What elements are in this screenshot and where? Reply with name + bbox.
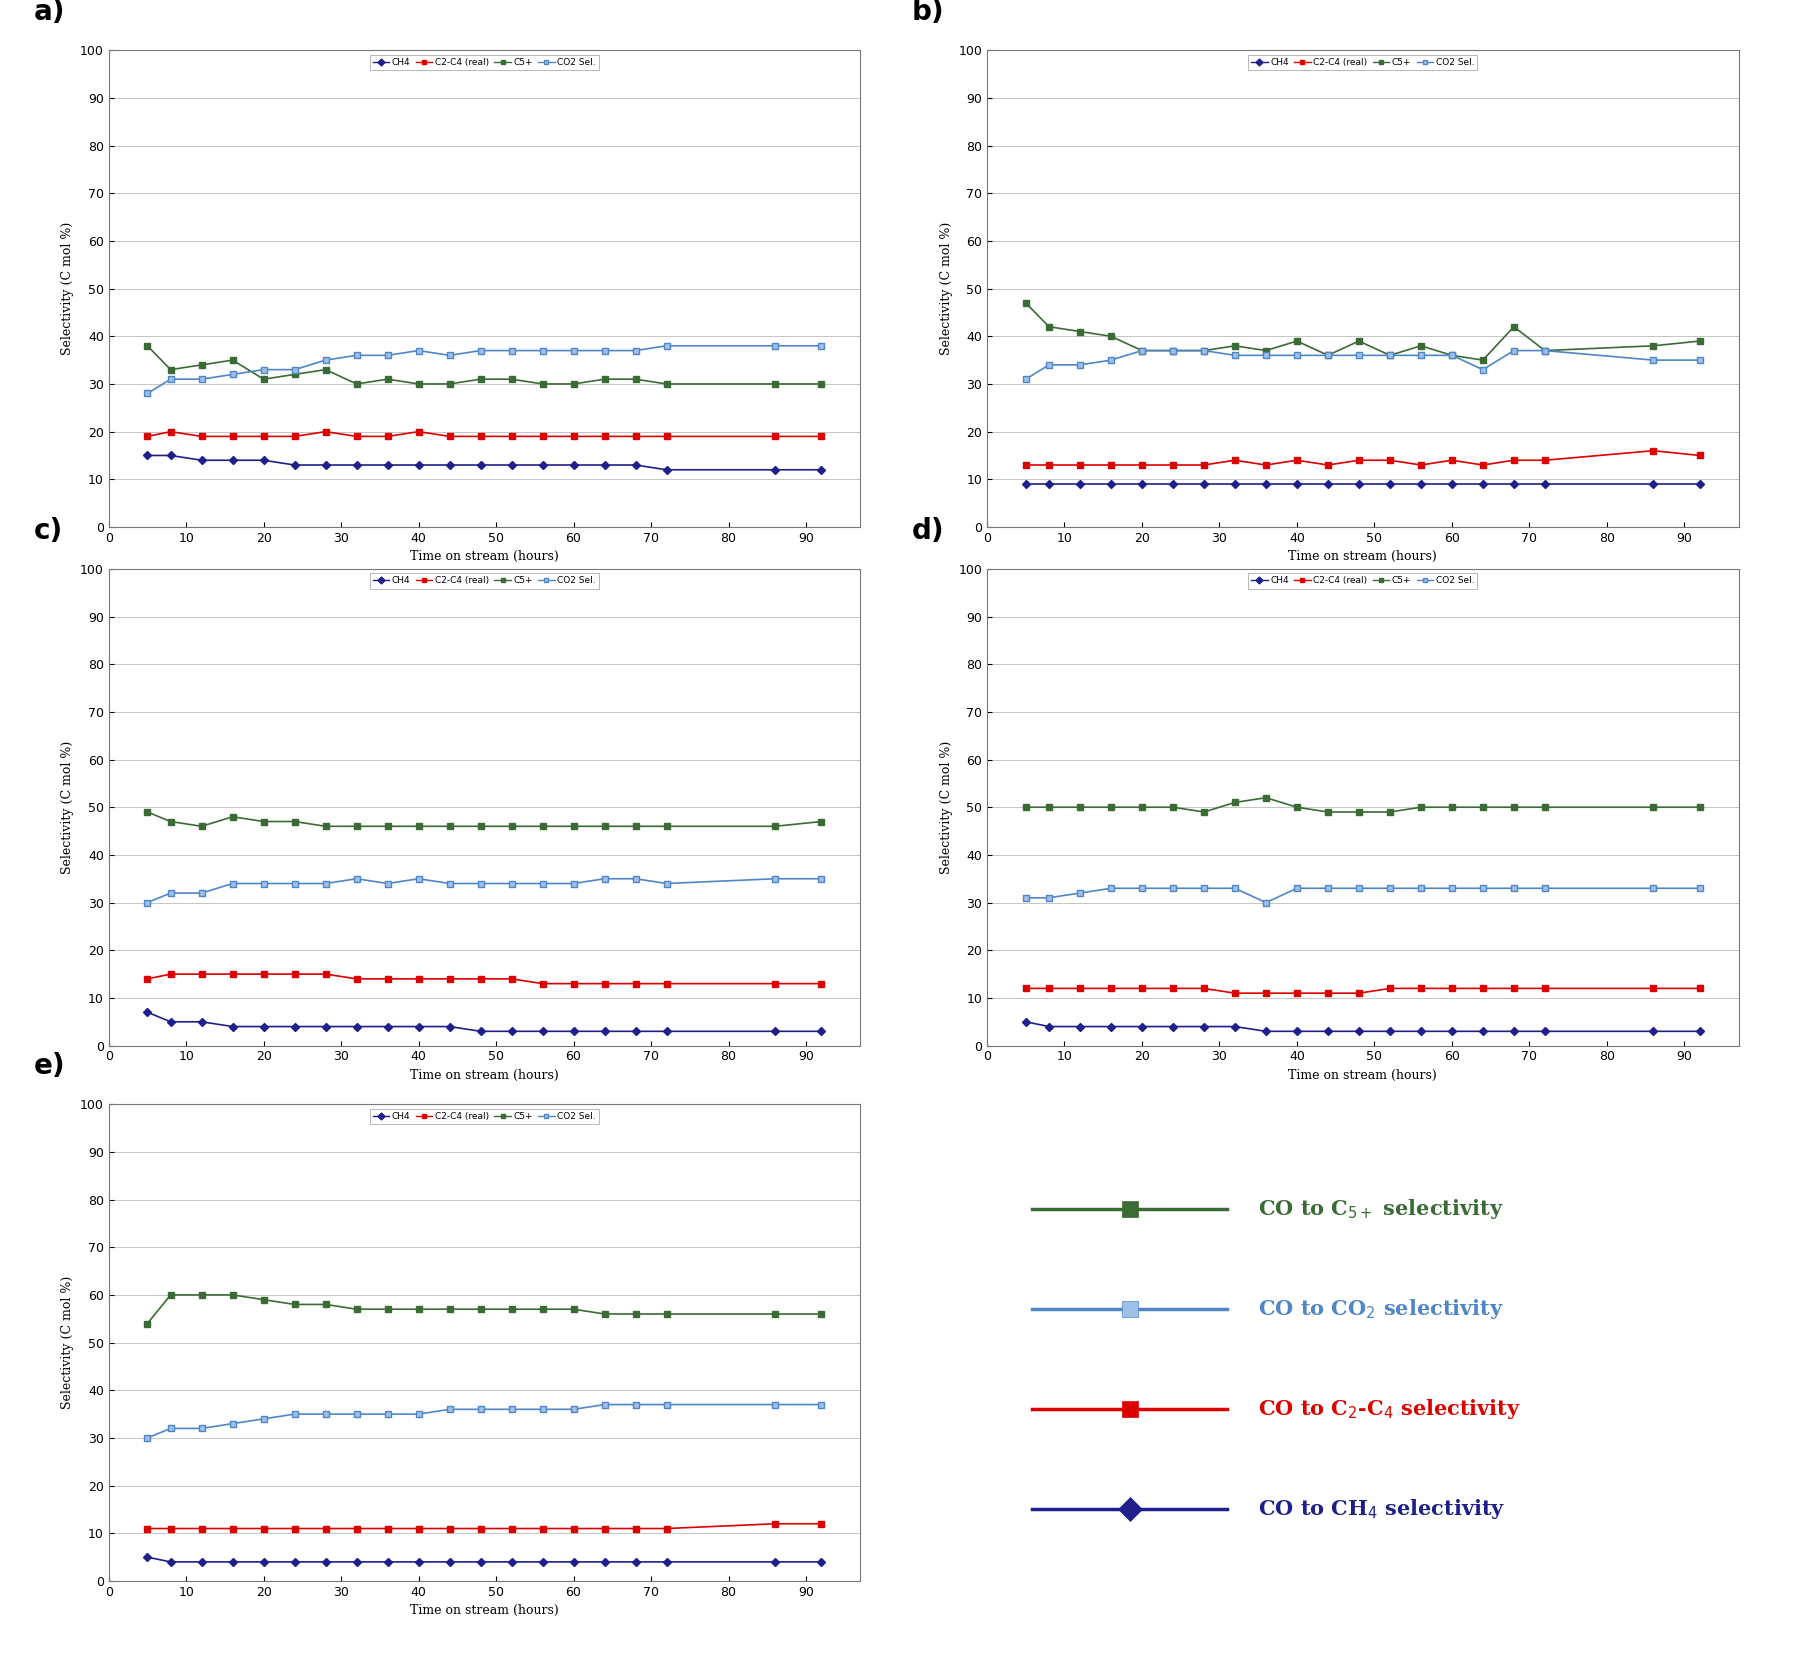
Y-axis label: Selectivity (C mol %): Selectivity (C mol %) xyxy=(62,223,74,355)
Text: CO to CH$_4$ selectivity: CO to CH$_4$ selectivity xyxy=(1257,1497,1505,1521)
Text: b): b) xyxy=(913,0,945,27)
Y-axis label: Selectivity (C mol %): Selectivity (C mol %) xyxy=(940,223,953,355)
X-axis label: Time on stream (hours): Time on stream (hours) xyxy=(409,1604,560,1618)
Y-axis label: Selectivity (C mol %): Selectivity (C mol %) xyxy=(62,1276,74,1409)
Text: e): e) xyxy=(34,1052,65,1081)
Text: CO to CO$_2$ selectivity: CO to CO$_2$ selectivity xyxy=(1257,1297,1503,1322)
Text: c): c) xyxy=(34,517,63,545)
X-axis label: Time on stream (hours): Time on stream (hours) xyxy=(409,550,560,564)
X-axis label: Time on stream (hours): Time on stream (hours) xyxy=(1288,550,1438,564)
Text: CO to C$_2$-C$_4$ selectivity: CO to C$_2$-C$_4$ selectivity xyxy=(1257,1397,1521,1422)
Text: d): d) xyxy=(913,517,945,545)
X-axis label: Time on stream (hours): Time on stream (hours) xyxy=(1288,1069,1438,1082)
Y-axis label: Selectivity (C mol %): Selectivity (C mol %) xyxy=(940,741,953,873)
X-axis label: Time on stream (hours): Time on stream (hours) xyxy=(409,1069,560,1082)
Text: a): a) xyxy=(34,0,65,27)
Legend: CH4, C2-C4 (real), C5+, CO2 Sel.: CH4, C2-C4 (real), C5+, CO2 Sel. xyxy=(369,55,599,70)
Text: CO to C$_{5+}$ selectivity: CO to C$_{5+}$ selectivity xyxy=(1257,1198,1503,1221)
Legend: CH4, C2-C4 (real), C5+, CO2 Sel.: CH4, C2-C4 (real), C5+, CO2 Sel. xyxy=(1248,55,1478,70)
Y-axis label: Selectivity (C mol %): Selectivity (C mol %) xyxy=(62,741,74,873)
Legend: CH4, C2-C4 (real), C5+, CO2 Sel.: CH4, C2-C4 (real), C5+, CO2 Sel. xyxy=(369,1109,599,1124)
Legend: CH4, C2-C4 (real), C5+, CO2 Sel.: CH4, C2-C4 (real), C5+, CO2 Sel. xyxy=(1248,574,1478,589)
Legend: CH4, C2-C4 (real), C5+, CO2 Sel.: CH4, C2-C4 (real), C5+, CO2 Sel. xyxy=(369,574,599,589)
